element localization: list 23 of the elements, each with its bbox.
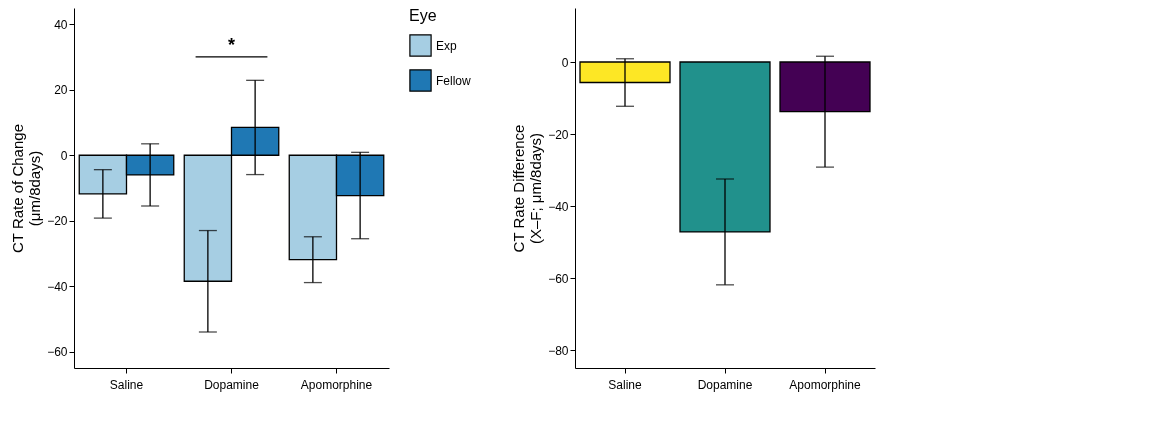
y-tick-label: −80	[548, 343, 569, 358]
x-tick-label: Saline	[109, 377, 144, 392]
x-tick-label: Apomorphine	[300, 377, 373, 392]
x-tick-label: Dopamine	[697, 377, 753, 392]
y-tick-label: 20	[54, 83, 68, 98]
y-tick-label: −60	[47, 345, 68, 360]
y-tick-label: 40	[54, 17, 68, 32]
legend-label: Exp	[436, 38, 457, 53]
x-tick-label: Saline	[608, 377, 642, 392]
legend-title: Eye	[409, 7, 437, 24]
y-tick-label: −60	[548, 271, 569, 286]
x-tick-label: Dopamine	[204, 377, 260, 392]
y-tick-label: −40	[47, 279, 68, 294]
y-tick-label: 0	[60, 148, 68, 163]
y-axis-title: CT Rate of Change (μm/8days)	[9, 124, 44, 253]
annotation: *	[227, 34, 236, 55]
y-tick-label: −20	[548, 127, 569, 142]
legend-label: Fellow	[436, 73, 472, 88]
y-tick-label: −20	[47, 214, 68, 229]
y-tick-label: −40	[548, 199, 569, 214]
y-tick-label: 0	[561, 55, 569, 70]
y-axis-title: CT Rate Difference (X–F; μm/8days)	[510, 124, 545, 253]
x-tick-label: Apomorphine	[789, 377, 862, 392]
